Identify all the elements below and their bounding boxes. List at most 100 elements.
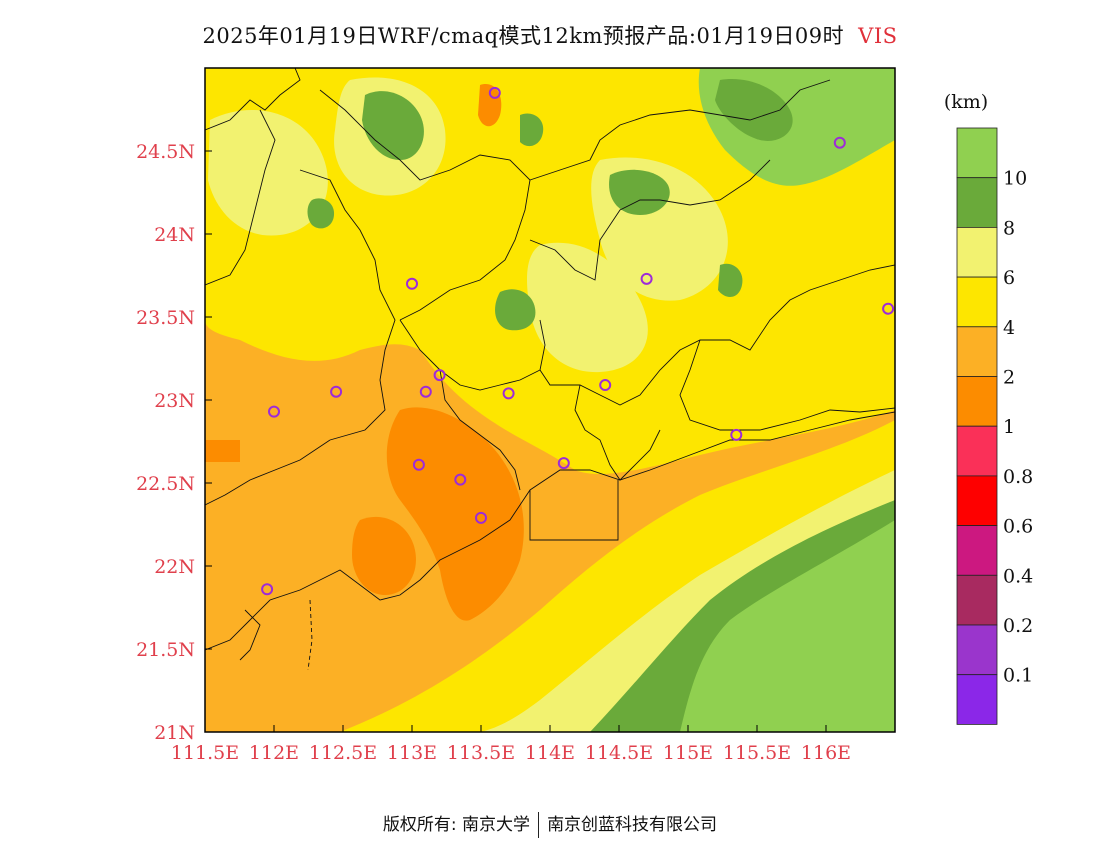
legend-color-boxes	[956, 127, 998, 725]
lon-label: 115E	[663, 742, 713, 764]
lon-label: 114.5E	[585, 742, 653, 764]
station-marker-2	[406, 277, 418, 290]
station-marker-5	[433, 369, 446, 382]
visibility-field	[205, 68, 895, 732]
boundary-prd	[439, 369, 521, 491]
station-marker-7	[419, 385, 432, 398]
station-marker-3	[640, 272, 653, 285]
legend-box	[956, 326, 998, 377]
legend-box	[956, 624, 998, 676]
chart-title: 2025年01月19日WRF/cmaq模式12km预报产品:01月19日09时 V…	[0, 20, 1100, 50]
lon-label: 114E	[525, 742, 575, 764]
legend-unit: (km)	[944, 91, 988, 113]
lon-label: 111.5E	[171, 742, 239, 764]
legend-labels: 10 8 6 4 2 1 0.8 0.6 0.4 0.2 0.1	[1003, 168, 1033, 687]
legend-box	[956, 226, 998, 278]
station-marker-1	[833, 136, 846, 149]
legend-label: 0.8	[1003, 466, 1033, 488]
lon-label: 112.5E	[309, 742, 377, 764]
lat-label: 24N	[154, 224, 195, 246]
station-marker-14	[454, 473, 467, 486]
station-marker-8	[502, 387, 515, 400]
field-patch-central	[495, 289, 536, 331]
legend-box	[956, 376, 998, 427]
lat-label: 22.5N	[136, 473, 195, 495]
station-marker-0	[488, 86, 501, 99]
field-patch-n2	[520, 113, 544, 147]
lat-label: 24.5N	[136, 141, 195, 163]
station-marker-13	[557, 457, 570, 470]
station-marker-16	[261, 583, 274, 596]
legend-box	[956, 276, 998, 328]
legend-label: 6	[1003, 267, 1015, 289]
field-orange-north	[478, 84, 502, 127]
boundary-east-1	[539, 264, 895, 406]
color-legend: (km) 10 8 6 4 2 1 0.8 0.6 0.4 0.2 0.1	[944, 91, 1033, 725]
legend-label: 0.6	[1003, 516, 1033, 538]
legend-box	[956, 525, 998, 576]
lat-label: 21.5N	[136, 639, 195, 661]
legend-label: 2	[1003, 367, 1015, 389]
station-marker-9	[599, 379, 612, 392]
coastline	[205, 411, 895, 651]
field-patch-north	[362, 91, 424, 160]
field-orange-edge	[205, 440, 240, 462]
field-patch-ne	[609, 169, 670, 215]
boundary-prd-north	[399, 319, 541, 391]
legend-label: 10	[1003, 168, 1027, 190]
legend-label: 4	[1003, 317, 1015, 339]
title-main: 2025年01月19日WRF/cmaq模式12km预报产品:01月19日09时	[202, 24, 845, 48]
legend-box	[956, 127, 998, 179]
footer-copyright: 版权所有: 南京大学	[382, 815, 531, 835]
boundary-shenzhen	[574, 384, 661, 481]
station-marker-4	[882, 302, 895, 315]
station-marker-6	[330, 385, 343, 398]
longitude-labels: 111.5E 112E 112.5E 113E 113.5E 114E 114.5E 115E…	[171, 742, 851, 764]
lat-label: 21N	[154, 722, 195, 744]
boundary-island	[239, 609, 261, 661]
boundary-west-1	[205, 109, 276, 286]
field-light-nw	[208, 110, 328, 236]
lon-label: 113.5E	[447, 742, 515, 764]
legend-label: 0.1	[1003, 665, 1033, 687]
boundary-ne-1	[529, 159, 771, 281]
field-orange-west	[352, 516, 416, 595]
field-patch-nw	[307, 198, 335, 229]
boundary-nw	[205, 68, 301, 131]
lat-label: 23N	[154, 390, 195, 412]
legend-box	[956, 177, 998, 228]
boundary-hongkong	[529, 480, 619, 541]
boundaries	[205, 68, 895, 671]
legend-label: 8	[1003, 217, 1015, 239]
legend-box	[956, 475, 998, 526]
station-marker-10	[268, 405, 280, 418]
station-marker-11	[730, 428, 743, 441]
lon-label: 115.5E	[723, 742, 791, 764]
latitude-labels: 24.5N 24N 23.5N 23N 22.5N 22N 21.5N 21N	[136, 141, 195, 744]
legend-label: 1	[1003, 416, 1015, 438]
station-marker-15	[475, 511, 487, 524]
boundary-north	[529, 79, 831, 181]
boundary-east-2	[679, 339, 895, 431]
footer: 版权所有: 南京大学 南京创蓝科技有限公司	[0, 810, 1100, 838]
axis-ticks	[204, 150, 827, 733]
lon-label: 112E	[249, 742, 299, 764]
field-patch-e	[718, 263, 743, 297]
field-darkgreen-ne	[715, 79, 793, 141]
lon-label: 113E	[387, 742, 437, 764]
station-markers	[261, 86, 895, 596]
boundary-central-1	[299, 169, 396, 441]
boundary-west-coast	[205, 439, 331, 506]
station-marker-12	[412, 458, 425, 471]
lat-label: 23.5N	[136, 307, 195, 329]
boundary-central-2	[319, 89, 531, 321]
footer-company: 南京创蓝科技有限公司	[547, 815, 718, 835]
legend-box	[956, 674, 998, 725]
legend-label: 0.4	[1003, 565, 1033, 587]
title-variable: VIS	[858, 24, 898, 48]
footer-separator	[538, 812, 540, 838]
legend-box	[956, 425, 998, 477]
lat-label: 22N	[154, 556, 195, 578]
legend-label: 0.2	[1003, 615, 1033, 637]
